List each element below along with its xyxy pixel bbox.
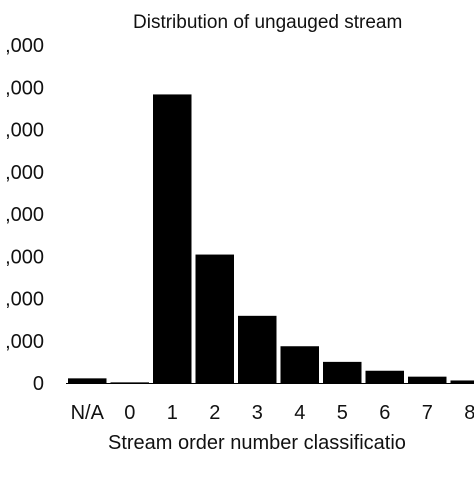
y-tick-label: ,000 bbox=[5, 77, 44, 99]
bar bbox=[68, 378, 107, 383]
bar bbox=[196, 255, 235, 383]
y-tick-label: 0 bbox=[33, 373, 44, 395]
bar bbox=[408, 377, 447, 383]
bar bbox=[366, 371, 405, 383]
y-tick-label: ,000 bbox=[5, 35, 44, 57]
y-tick-label: ,000 bbox=[5, 331, 44, 353]
chart-title: Distribution of ungauged stream bbox=[133, 12, 402, 34]
x-tick-label: 6 bbox=[379, 402, 390, 424]
x-tick-label: 4 bbox=[294, 402, 305, 424]
y-tick-label: ,000 bbox=[5, 162, 44, 184]
x-axis-label: Stream order number classificatio bbox=[108, 432, 406, 455]
bar bbox=[153, 94, 192, 383]
x-tick-label: 1 bbox=[167, 402, 178, 424]
y-tick-label: ,000 bbox=[5, 204, 44, 226]
x-tick-label: N/A bbox=[71, 402, 105, 424]
bar bbox=[281, 346, 320, 383]
x-tick-label: 8 bbox=[464, 402, 474, 424]
x-tick-label: 5 bbox=[337, 402, 348, 424]
bar bbox=[323, 362, 362, 383]
x-tick-label: 3 bbox=[252, 402, 263, 424]
bar bbox=[238, 316, 277, 383]
bar bbox=[451, 380, 474, 383]
x-tick-label: 0 bbox=[124, 402, 135, 424]
y-tick-label: ,000 bbox=[5, 289, 44, 311]
bar bbox=[111, 382, 150, 383]
x-tick-label: 7 bbox=[422, 402, 433, 424]
y-tick-label: ,000 bbox=[5, 246, 44, 268]
y-tick-label: ,000 bbox=[5, 120, 44, 142]
x-tick-label: 2 bbox=[209, 402, 220, 424]
